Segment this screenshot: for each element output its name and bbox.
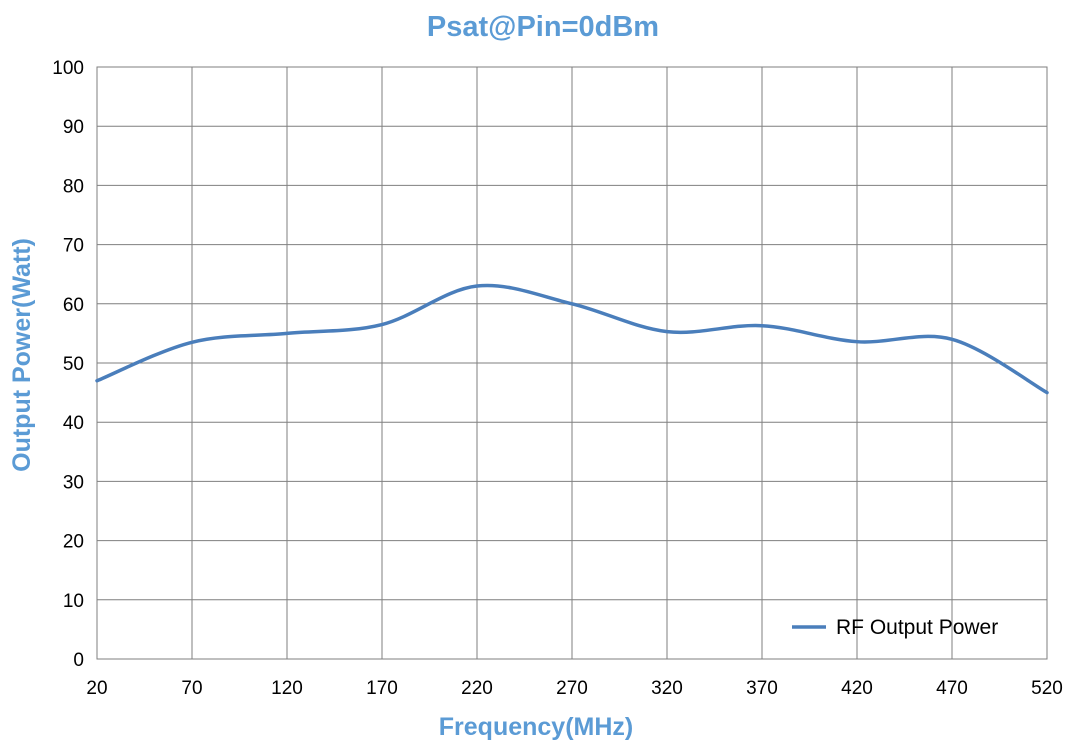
x-tick-label: 220 xyxy=(461,678,493,699)
y-axis-title: Output Power(Watt) xyxy=(8,238,36,472)
x-tick-labels: 20 70 120 170 220 270 320 370 420 470 520 xyxy=(86,678,1062,699)
y-tick-label: 70 xyxy=(63,236,84,257)
grid xyxy=(96,66,1048,660)
y-tick-label: 0 xyxy=(73,650,84,671)
x-tick-label: 370 xyxy=(746,678,778,699)
y-tick-label: 50 xyxy=(63,354,84,375)
y-tick-label: 10 xyxy=(63,591,84,612)
x-tick-label: 320 xyxy=(651,678,683,699)
y-tick-label: 100 xyxy=(52,58,84,79)
chart-title: Psat@Pin=0dBm xyxy=(427,11,659,43)
series-line-rf-output-power xyxy=(95,283,1049,395)
x-tick-label: 470 xyxy=(936,678,968,699)
x-tick-label: 420 xyxy=(841,678,873,699)
y-tick-labels: 0 10 20 30 40 50 60 70 80 90 100 xyxy=(52,58,84,671)
x-tick-label: 170 xyxy=(366,678,398,699)
y-tick-label: 20 xyxy=(63,532,84,553)
y-tick-label: 30 xyxy=(63,472,84,493)
y-tick-label: 40 xyxy=(63,413,84,434)
x-tick-label: 520 xyxy=(1031,678,1063,699)
x-tick-label: 20 xyxy=(86,678,107,699)
legend-label: RF Output Power xyxy=(836,616,998,639)
legend: RF Output Power xyxy=(792,616,998,639)
series-group xyxy=(95,283,1049,395)
y-tick-label: 90 xyxy=(63,117,84,138)
x-tick-label: 120 xyxy=(271,678,303,699)
x-axis-title: Frequency(MHz) xyxy=(439,713,633,741)
x-tick-label: 70 xyxy=(181,678,202,699)
x-tick-label: 270 xyxy=(556,678,588,699)
y-tick-label: 80 xyxy=(63,176,84,197)
plot-border xyxy=(96,66,1048,660)
y-tick-label: 60 xyxy=(63,295,84,316)
